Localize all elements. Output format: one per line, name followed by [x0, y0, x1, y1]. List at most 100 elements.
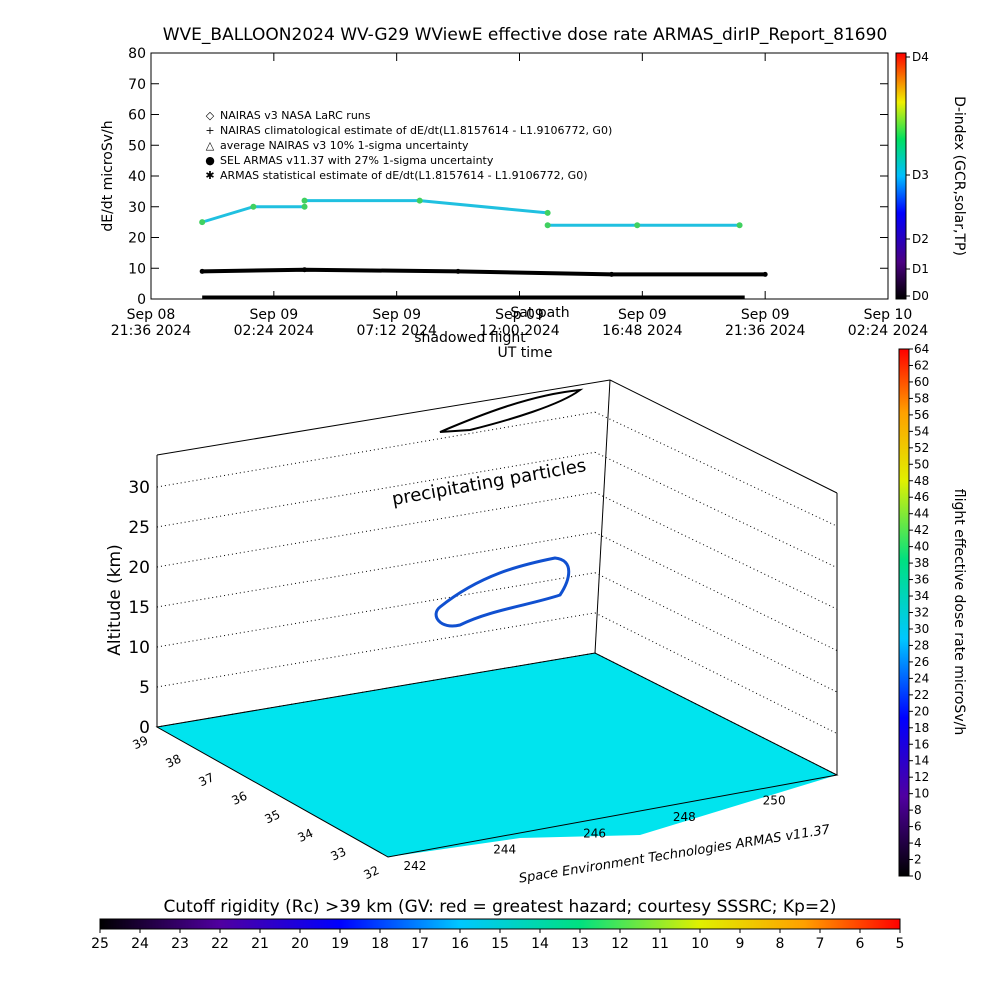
dose-colorbar-label: flight effective dose rate microSv/h — [951, 489, 967, 735]
precipitating-particles-label: precipitating particles — [390, 455, 587, 510]
cutoff-tick-label: 18 — [371, 936, 389, 952]
x-tick-label: 02:24 2024 — [848, 323, 929, 339]
y-tick-label: 80 — [128, 46, 146, 62]
x-tick-label: Sep 09 — [741, 307, 790, 323]
y-tick-label: 70 — [128, 77, 146, 93]
top-series — [199, 197, 768, 299]
cutoff-tick-label: 19 — [331, 936, 349, 952]
dose-tick-label: 64 — [914, 342, 929, 356]
dose-tick-label: 32 — [914, 606, 929, 620]
dose-tick-label: 24 — [914, 671, 929, 685]
legend-symbol: △ — [206, 139, 215, 152]
series-point — [544, 222, 551, 229]
shadowed-flight-label: shadowed flight — [414, 330, 526, 346]
dose-tick-label: 2 — [914, 853, 922, 867]
latitude-tick-label: 39 — [131, 733, 151, 752]
x-tick-label: Sep 09 — [618, 307, 667, 323]
cutoff-tick-label: 9 — [736, 936, 745, 952]
top-y-ticks: 0 10 20 30 40 50 60 70 80 — [128, 46, 888, 308]
dose-tick-label: 4 — [914, 836, 922, 850]
box-edge — [609, 379, 838, 494]
latitude-tick-label: 35 — [263, 807, 283, 826]
altitude-tick-label: 10 — [128, 638, 150, 658]
altitude-grid — [156, 532, 596, 608]
longitude-tick-label: 244 — [493, 843, 516, 857]
x-tick-label: Sep 09 — [372, 307, 421, 323]
legend-label: NAIRAS climatological estimate of dE/dt(… — [220, 124, 612, 137]
altitude-grid — [594, 532, 838, 652]
dose-tick-label: 26 — [914, 655, 929, 669]
dose-tick-label: 56 — [914, 408, 929, 422]
series-point — [762, 271, 768, 277]
altitude-axis-label: Altitude (km) — [105, 544, 125, 656]
series-point — [455, 268, 461, 274]
dose-tick-label: 28 — [914, 638, 929, 652]
dose-tick-label: 0 — [914, 869, 922, 883]
longitude-tick-label: 248 — [673, 810, 696, 824]
y-tick-label: 50 — [128, 138, 146, 154]
y-tick-label: 30 — [128, 200, 146, 216]
dose-colorbar — [898, 348, 910, 877]
cutoff-tick-label: 10 — [691, 936, 709, 952]
altitude-tick-label: 15 — [128, 598, 150, 618]
cutoff-tick-label: 17 — [411, 936, 429, 952]
altitude-tick-label: 25 — [128, 518, 150, 538]
cutoff-colorbar-title: Cutoff rigidity (Rc) >39 km (GV: red = g… — [163, 897, 836, 917]
dose-tick-label: 10 — [914, 787, 929, 801]
dose-tick-label: 46 — [914, 490, 929, 504]
dose-tick-label: 36 — [914, 573, 929, 587]
legend-symbol: ✱ — [205, 169, 214, 182]
latitude-tick-label: 33 — [329, 844, 349, 863]
dose-tick-label: 50 — [914, 457, 929, 471]
legend-label: SEL ARMAS v11.37 with 27% 1-sigma uncert… — [220, 154, 494, 167]
dindex-colorbar — [895, 52, 907, 300]
series-point — [634, 222, 641, 229]
x-tick-label: 07:12 2024 — [356, 323, 437, 339]
sat-path-track — [439, 388, 584, 433]
cutoff-tick-label: 15 — [491, 936, 509, 952]
dose-tick-label: 58 — [914, 391, 929, 405]
series-point — [250, 203, 257, 210]
legend-label: NAIRAS v3 NASA LaRC runs — [220, 109, 371, 122]
cutoff-tick-label: 21 — [251, 936, 269, 952]
altitude-grid — [594, 491, 838, 610]
legend-label: average NAIRAS v3 10% 1-sigma uncertaint… — [220, 139, 469, 152]
dose-tick-label: 42 — [914, 523, 929, 537]
altitude-tick-label: 5 — [139, 678, 150, 698]
legend-symbol: + — [205, 124, 214, 137]
box-edge — [594, 379, 611, 654]
altitude-grid — [594, 451, 838, 569]
dose-tick-label: 40 — [914, 540, 929, 554]
series-point — [736, 222, 743, 229]
x-tick-label: 16:48 2024 — [602, 323, 683, 339]
cutoff-tick-label: 5 — [896, 936, 905, 952]
altitude-tick-label: 0 — [139, 718, 150, 738]
cutoff-tick-label: 11 — [651, 936, 669, 952]
dose-tick-label: 52 — [914, 441, 929, 455]
dose-colorbar-ticks: 0246810121416182022242628303234363840424… — [909, 342, 929, 883]
dose-tick-label: 20 — [914, 704, 929, 718]
longitude-tick-label: 250 — [763, 793, 786, 807]
cutoff-colorbar — [99, 918, 901, 930]
dindex-colorbar-ticks: D4 D3 D2 D1 D0 — [906, 50, 929, 303]
y-tick-label: 0 — [137, 292, 146, 308]
altitude-grid — [156, 572, 596, 648]
flight-track — [434, 556, 571, 628]
dose-tick-label: 62 — [914, 358, 929, 372]
altitude-grid — [156, 491, 596, 568]
dose-tick-label: 44 — [914, 507, 929, 521]
x-tick-label: Sep 09 — [495, 307, 544, 323]
altitude-tick-label: 20 — [128, 558, 150, 578]
cutoff-tick-label: 22 — [211, 936, 229, 952]
series-point — [416, 197, 423, 204]
series-point — [199, 219, 206, 226]
box-edge — [156, 379, 611, 456]
cutoff-tick-label: 14 — [531, 936, 549, 952]
dose-tick-label: 16 — [914, 737, 929, 751]
series-point — [301, 197, 308, 204]
longitude-tick-label: 242 — [403, 859, 426, 873]
cutoff-tick-label: 23 — [171, 936, 189, 952]
legend-symbol: ● — [205, 154, 215, 167]
cutoff-tick-label: 8 — [776, 936, 785, 952]
cutoff-tick-label: 7 — [816, 936, 825, 952]
